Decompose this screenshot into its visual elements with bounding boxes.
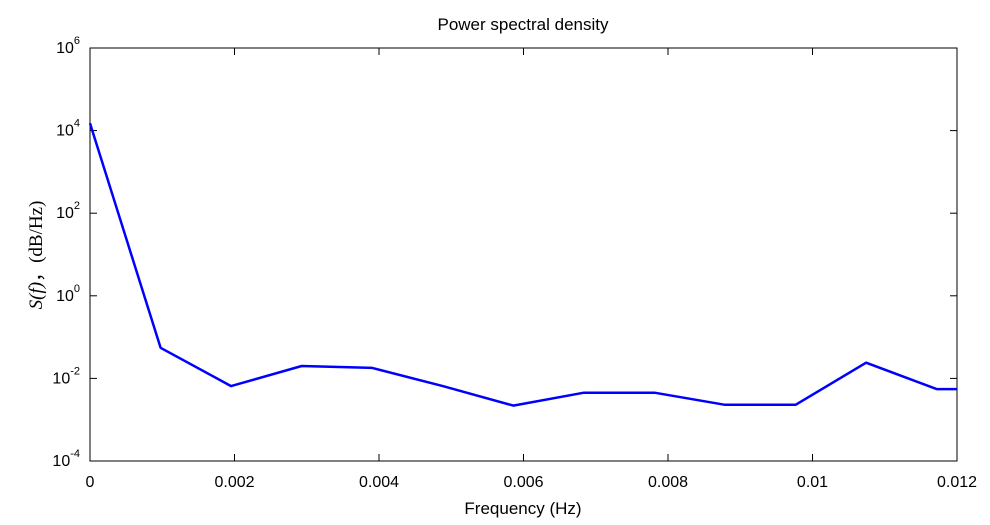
series-line bbox=[88, 122, 957, 407]
x-tick-label: 0.006 bbox=[503, 474, 543, 491]
y-axis-label: S(f)，(dB/Hz) bbox=[26, 201, 47, 310]
y-axis-label-symbol: S(f) bbox=[26, 282, 47, 309]
y-tick-label: 100 bbox=[56, 283, 80, 305]
y-tick-label-exponent: 0 bbox=[74, 283, 80, 295]
x-tick-label: 0.008 bbox=[648, 474, 688, 491]
y-tick-label: 104 bbox=[56, 118, 80, 140]
y-tick-label: 10-4 bbox=[52, 448, 80, 470]
x-tick-label: 0.012 bbox=[937, 474, 977, 491]
plot-area bbox=[89, 47, 958, 462]
y-tick-label-exponent: 2 bbox=[74, 200, 80, 212]
series-layer bbox=[88, 122, 958, 407]
y-tick-label-base: 10 bbox=[56, 123, 74, 140]
y-tick-label-base: 10 bbox=[56, 205, 74, 222]
x-tick-label: 0 bbox=[86, 474, 95, 491]
x-tick-label: 0.004 bbox=[359, 474, 399, 491]
chart-title: Power spectral density bbox=[437, 15, 609, 34]
y-tick-label-exponent: 6 bbox=[74, 35, 80, 47]
y-tick-label-base: 10 bbox=[52, 453, 70, 470]
x-tick-label: 0.002 bbox=[214, 474, 254, 491]
y-tick-label-exponent: 4 bbox=[74, 118, 80, 130]
y-axis-label-unit: (dB/Hz) bbox=[26, 201, 47, 263]
x-axis-ticks: 0 0.002 0.004 0.006 0.008 0.01 0.012 bbox=[86, 48, 977, 491]
x-tick-label: 0.01 bbox=[797, 474, 828, 491]
y-tick-label-base: 10 bbox=[52, 370, 70, 387]
y-tick-label-base: 10 bbox=[56, 40, 74, 57]
y-axis-label-separator: ， bbox=[26, 263, 47, 282]
y-tick-label-exponent: -4 bbox=[70, 448, 80, 460]
y-tick-label: 106 bbox=[56, 35, 80, 57]
y-tick-label-base: 10 bbox=[56, 288, 74, 305]
y-tick-label: 10-2 bbox=[52, 365, 80, 387]
y-tick-label-exponent: -2 bbox=[70, 365, 80, 377]
y-tick-label: 102 bbox=[56, 200, 80, 222]
x-axis-label: Frequency (Hz) bbox=[464, 499, 581, 518]
